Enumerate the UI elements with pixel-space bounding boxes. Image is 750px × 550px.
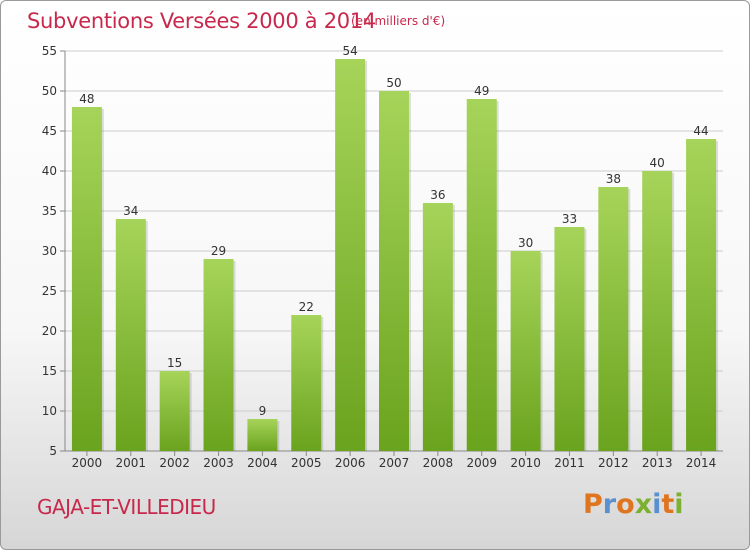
x-tick-label: 2010 <box>510 456 541 470</box>
data-label: 50 <box>386 76 401 90</box>
logo-letter: r <box>602 489 617 520</box>
data-label: 36 <box>430 188 445 202</box>
place-name: GAJA-ET-VILLEDIEU <box>37 495 216 519</box>
data-label: 9 <box>259 404 267 418</box>
y-tick-label: 50 <box>42 84 57 98</box>
x-tick-label: 2007 <box>379 456 410 470</box>
y-tick-label: 20 <box>42 324 57 338</box>
bar-2011 <box>554 227 585 451</box>
chart-title: Subventions Versées 2000 à 2014 <box>27 9 376 33</box>
bar-2000 <box>71 107 102 451</box>
y-tick-label: 5 <box>49 444 57 458</box>
logo-letter: i <box>652 489 662 520</box>
data-label: 54 <box>342 44 357 58</box>
x-tick-label: 2004 <box>247 456 278 470</box>
bar-2008 <box>422 203 453 451</box>
bar-2006 <box>335 59 366 451</box>
data-label: 29 <box>211 244 226 258</box>
y-tick-label: 45 <box>42 124 57 138</box>
unit-label: (en milliers d'€) <box>351 14 446 28</box>
bar-2013 <box>642 171 673 451</box>
y-tick-label: 35 <box>42 204 57 218</box>
bar-2012 <box>598 187 629 451</box>
data-label: 48 <box>79 92 94 106</box>
x-tick-label: 2006 <box>335 456 366 470</box>
data-label: 44 <box>693 124 708 138</box>
data-label: 34 <box>123 204 138 218</box>
logo-letter: o <box>616 489 635 520</box>
data-label: 22 <box>299 300 314 314</box>
data-label: 40 <box>650 156 665 170</box>
bar-2010 <box>510 251 541 451</box>
x-tick-label: 2014 <box>686 456 717 470</box>
x-tick-label: 2003 <box>203 456 234 470</box>
bar-2004 <box>247 419 278 451</box>
x-tick-label: 2011 <box>554 456 585 470</box>
x-tick-label: 2009 <box>466 456 497 470</box>
bars <box>71 59 719 451</box>
x-tick-label: 2013 <box>642 456 673 470</box>
logo-letter: i <box>674 489 684 520</box>
x-tick-label: 2002 <box>159 456 190 470</box>
logo-letter: P <box>583 489 603 520</box>
x-tick-label: 2001 <box>116 456 147 470</box>
x-tick-label: 2000 <box>72 456 103 470</box>
logo-letter: t <box>661 489 675 520</box>
x-tick-label: 2008 <box>423 456 454 470</box>
labels: 5 10 15 20 25 30 35 40 45 50 55 2000 48 2001 34 2002 15 2… <box>42 44 717 470</box>
bar-2001 <box>115 219 146 451</box>
bar-2003 <box>203 259 234 451</box>
y-tick-label: 55 <box>42 44 57 58</box>
bar-2005 <box>291 315 322 451</box>
bar-2014 <box>686 139 717 451</box>
bar-2002 <box>159 371 190 451</box>
data-label: 33 <box>562 212 577 226</box>
data-label: 15 <box>167 356 182 370</box>
y-tick-label: 40 <box>42 164 57 178</box>
y-tick-label: 30 <box>42 244 57 258</box>
y-tick-label: 25 <box>42 284 57 298</box>
data-label: 38 <box>606 172 621 186</box>
proxiti-logo: Proxiti <box>583 489 684 520</box>
data-label: 30 <box>518 236 533 250</box>
y-tick-label: 15 <box>42 364 57 378</box>
data-label: 49 <box>474 84 489 98</box>
x-tick-label: 2005 <box>291 456 322 470</box>
bar-2009 <box>466 99 497 451</box>
y-tick-label: 10 <box>42 404 57 418</box>
x-tick-label: 2012 <box>598 456 629 470</box>
logo-letter: x <box>634 489 653 520</box>
bar-2007 <box>379 91 409 451</box>
